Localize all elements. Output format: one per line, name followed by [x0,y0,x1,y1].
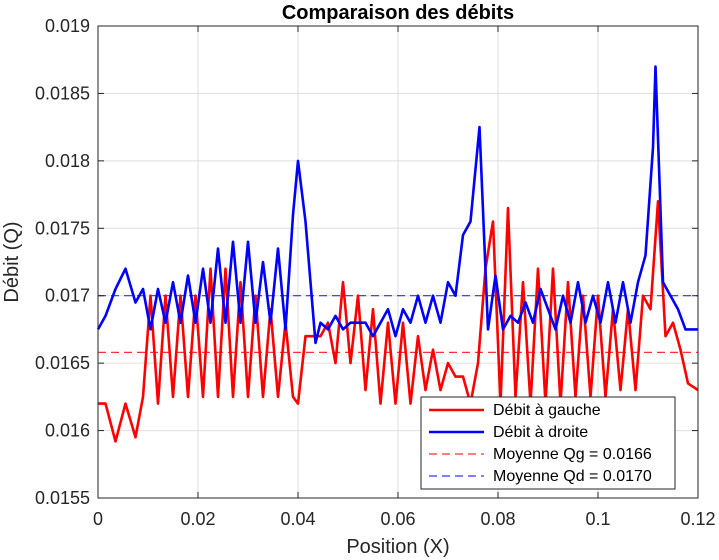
legend: Débit à gauche Débit à droite Moyenne Qg =… [420,396,676,490]
legend-label: Moyenne Qd = 0.0170 [493,468,652,485]
y-tick-label: 0.0165 [35,353,90,373]
legend-label: Débit à droite [493,424,588,441]
y-tick-label: 0.0175 [35,218,90,238]
y-tick-label: 0.019 [45,16,90,36]
y-tick-label: 0.0155 [35,488,90,508]
y-tick-label: 0.017 [45,286,90,306]
x-tick-label: 0.06 [380,509,415,529]
x-tick-label: 0 [93,509,103,529]
y-axis-label: Débit (Q) [1,221,23,302]
x-tick-label: 0.08 [480,509,515,529]
ticks: 0 0.02 0.04 0.06 0.08 0.1 0.12 0.0155 0.016 0.016… [35,16,716,529]
x-axis-label: Position (X) [346,536,449,558]
y-tick-label: 0.0185 [35,83,90,103]
x-tick-label: 0.1 [585,509,610,529]
legend-box [420,396,676,490]
legend-label: Moyenne Qg = 0.0166 [493,446,652,463]
series-layer [96,65,699,443]
x-tick-label: 0.12 [680,509,715,529]
series-line-2 [96,65,698,345]
y-tick-label: 0.018 [45,151,90,171]
y-tick-label: 0.016 [45,421,90,441]
x-tick-label: 0.02 [180,509,215,529]
chart-title: Comparaison des débits [282,2,514,24]
x-tick-label: 0.04 [280,509,315,529]
legend-label: Débit à gauche [493,402,601,419]
